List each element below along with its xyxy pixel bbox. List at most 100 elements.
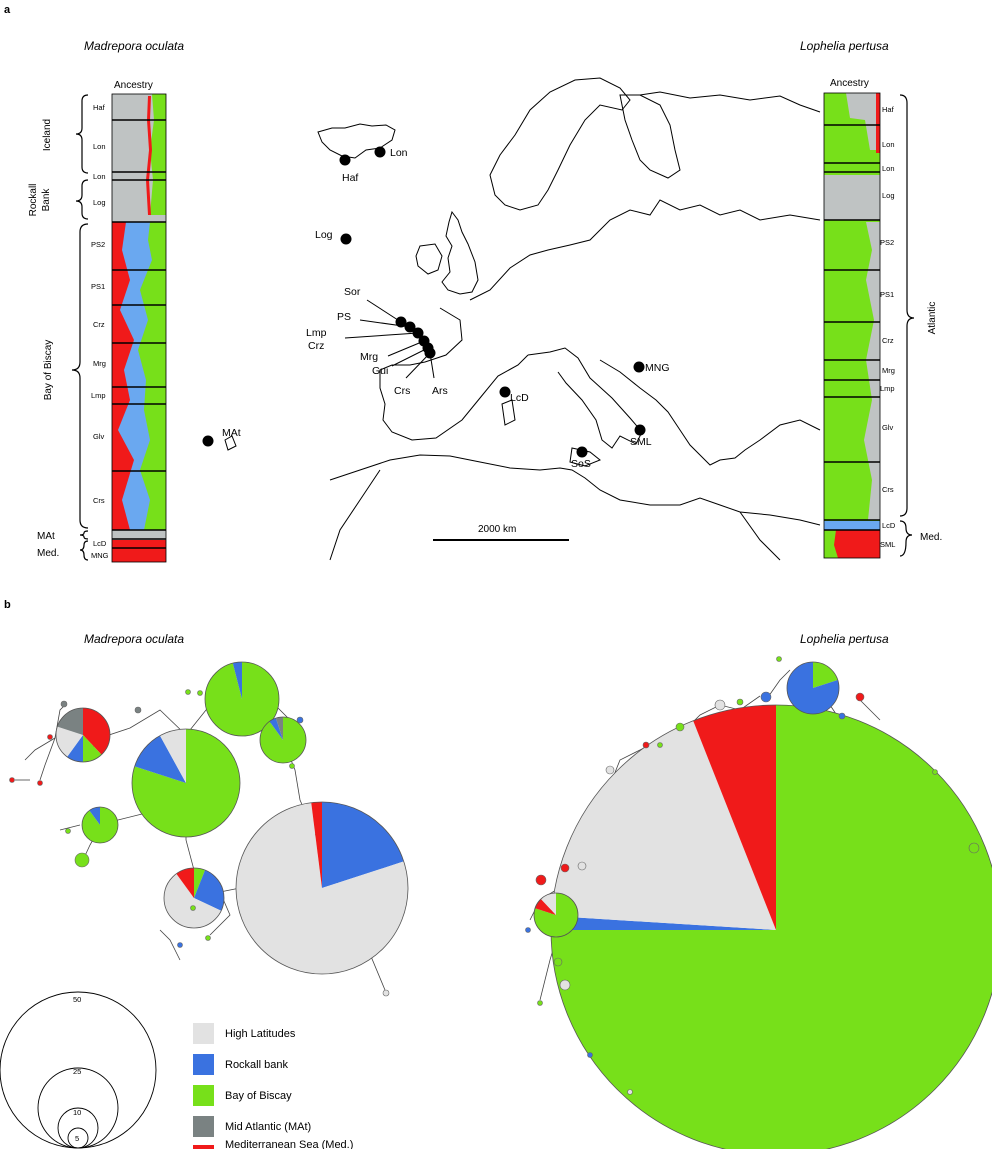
right-group-atlantic: Atlantic xyxy=(927,302,938,335)
size-legend-label-25: 25 xyxy=(73,1067,81,1076)
node-small xyxy=(197,690,203,696)
node-small xyxy=(838,712,846,720)
size-legend xyxy=(0,991,157,1149)
right-pop-labels: Haf Lon Lon Log PS2 PS1 Crz Mrg Lmp Glv … xyxy=(880,105,896,549)
right-pop-label: Log xyxy=(882,191,895,200)
left-pop-label: PS1 xyxy=(91,282,105,291)
left-structure-green-biscay xyxy=(138,222,166,530)
pie-lophelia-large xyxy=(550,704,992,1149)
left-structure-green-top xyxy=(150,94,166,215)
legend-label-high-latitudes: High Latitudes xyxy=(225,1028,296,1040)
pie-slice-high-latitudes xyxy=(159,729,186,783)
site-label-mrg: Mrg xyxy=(360,351,378,363)
pie-slice-med xyxy=(535,898,556,915)
left-group-rockall-1: Rockall xyxy=(28,184,39,217)
pie-slice-biscay xyxy=(194,868,206,898)
panel-b-right-species: Lophelia pertusa xyxy=(800,632,889,646)
size-legend-label-5: 5 xyxy=(75,1134,79,1143)
left-pop-label: Haf xyxy=(93,103,106,112)
left-pop-label: MNG xyxy=(91,551,109,560)
site-label-crs: Crs xyxy=(394,385,410,397)
left-structure-med xyxy=(112,540,166,562)
pie-slice-biscay xyxy=(551,705,992,1149)
pie-slice-high-latitudes xyxy=(551,720,776,930)
pie-slice-mat xyxy=(275,717,283,740)
pie-slice-rockall xyxy=(134,735,186,783)
node-small xyxy=(535,874,547,886)
panel-b-left-species: Madrepora oculata xyxy=(84,632,184,646)
site-label-crz: Crz xyxy=(308,340,324,352)
node-small xyxy=(657,742,663,748)
size-legend-label-50: 50 xyxy=(73,995,81,1004)
site-label-lmp: Lmp xyxy=(306,327,327,339)
left-structure-red-top xyxy=(146,96,152,215)
panel-a-letter: a xyxy=(4,4,11,16)
pie-slice-rockall xyxy=(67,735,83,762)
pie-slice-rockall xyxy=(89,807,100,825)
pie-slice-biscay xyxy=(260,717,307,763)
site-label-haf: Haf xyxy=(342,172,358,184)
italy-outline xyxy=(527,347,643,449)
pie-madrepora-2 xyxy=(131,728,241,838)
legend-label-rockall: Rockall bank xyxy=(225,1059,288,1071)
node-small xyxy=(675,722,685,732)
right-pop-label: SML xyxy=(880,540,895,549)
right-pop-label: LcD xyxy=(882,521,896,530)
right-ancestry-label: Ancestry xyxy=(830,78,869,89)
panel-a-left-species: Madrepora oculata xyxy=(84,39,184,53)
pie-slice-rockall xyxy=(269,718,283,740)
legend-swatch-mat xyxy=(193,1116,214,1137)
node-small xyxy=(587,1052,593,1058)
map-site-leaders xyxy=(344,299,435,379)
site-label-lon: Lon xyxy=(390,147,408,159)
pie-slice-high-latitudes xyxy=(56,726,83,757)
pie-slice-rockall xyxy=(322,802,404,888)
node-small xyxy=(9,777,15,783)
right-structure-plot xyxy=(823,92,881,559)
legend-swatch-rockall xyxy=(193,1054,214,1075)
finland-outline xyxy=(619,94,681,179)
pie-slice-biscay xyxy=(83,735,102,762)
africa-west xyxy=(329,469,381,561)
britain-outline xyxy=(441,210,479,295)
site-dot-mng xyxy=(633,361,645,373)
legend-label-med: Mediterranean Sea (Med.) xyxy=(225,1139,353,1149)
pie-outline xyxy=(204,661,280,737)
node-small xyxy=(714,699,726,711)
europe-map xyxy=(224,77,821,561)
node-small xyxy=(190,905,196,911)
right-structure-separators xyxy=(824,124,880,531)
site-dot-lcd xyxy=(499,386,511,398)
left-group-mat: MAt xyxy=(37,531,55,542)
site-label-sos: SoS xyxy=(571,458,591,470)
pie-outline xyxy=(533,892,579,938)
pie-slice-med xyxy=(83,708,110,755)
legend-label-biscay: Bay of Biscay xyxy=(225,1090,292,1102)
pie-slice-biscay xyxy=(205,662,280,736)
left-pop-label: LcD xyxy=(93,539,107,548)
right-structure-red-haf xyxy=(876,93,880,153)
site-dot-sos xyxy=(576,446,588,458)
legend-swatch-biscay xyxy=(193,1085,214,1106)
site-label-lcd: LcD xyxy=(510,392,529,404)
left-pop-label: PS2 xyxy=(91,240,105,249)
right-structure-background xyxy=(824,93,880,558)
right-pop-label: Glv xyxy=(882,423,894,432)
site-dot-haf xyxy=(339,154,351,166)
right-group-med: Med. xyxy=(920,532,942,543)
node-small xyxy=(37,780,43,786)
pie-outline xyxy=(81,806,119,844)
node-small xyxy=(776,656,782,662)
legend-swatch-med xyxy=(193,1145,214,1149)
pie-slice-biscay xyxy=(813,662,838,688)
pie-outline xyxy=(786,661,840,715)
pie-slice-biscay xyxy=(132,729,241,837)
pie-slice-med xyxy=(693,705,776,930)
node-small xyxy=(605,765,615,775)
node-small xyxy=(205,935,211,941)
left-pop-label: Crs xyxy=(93,496,105,505)
site-dot-mat xyxy=(202,435,214,447)
continent-north-coast xyxy=(469,199,821,301)
right-group-braces xyxy=(899,94,915,557)
left-pop-label: Lon xyxy=(93,172,106,181)
